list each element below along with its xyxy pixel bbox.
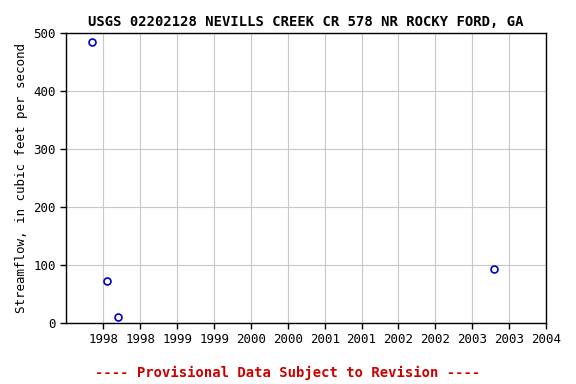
Text: ---- Provisional Data Subject to Revision ----: ---- Provisional Data Subject to Revisio… (96, 366, 480, 380)
Y-axis label: Streamflow, in cubic feet per second: Streamflow, in cubic feet per second (15, 43, 28, 313)
Title: USGS 02202128 NEVILLS CREEK CR 578 NR ROCKY FORD, GA: USGS 02202128 NEVILLS CREEK CR 578 NR RO… (89, 15, 524, 29)
